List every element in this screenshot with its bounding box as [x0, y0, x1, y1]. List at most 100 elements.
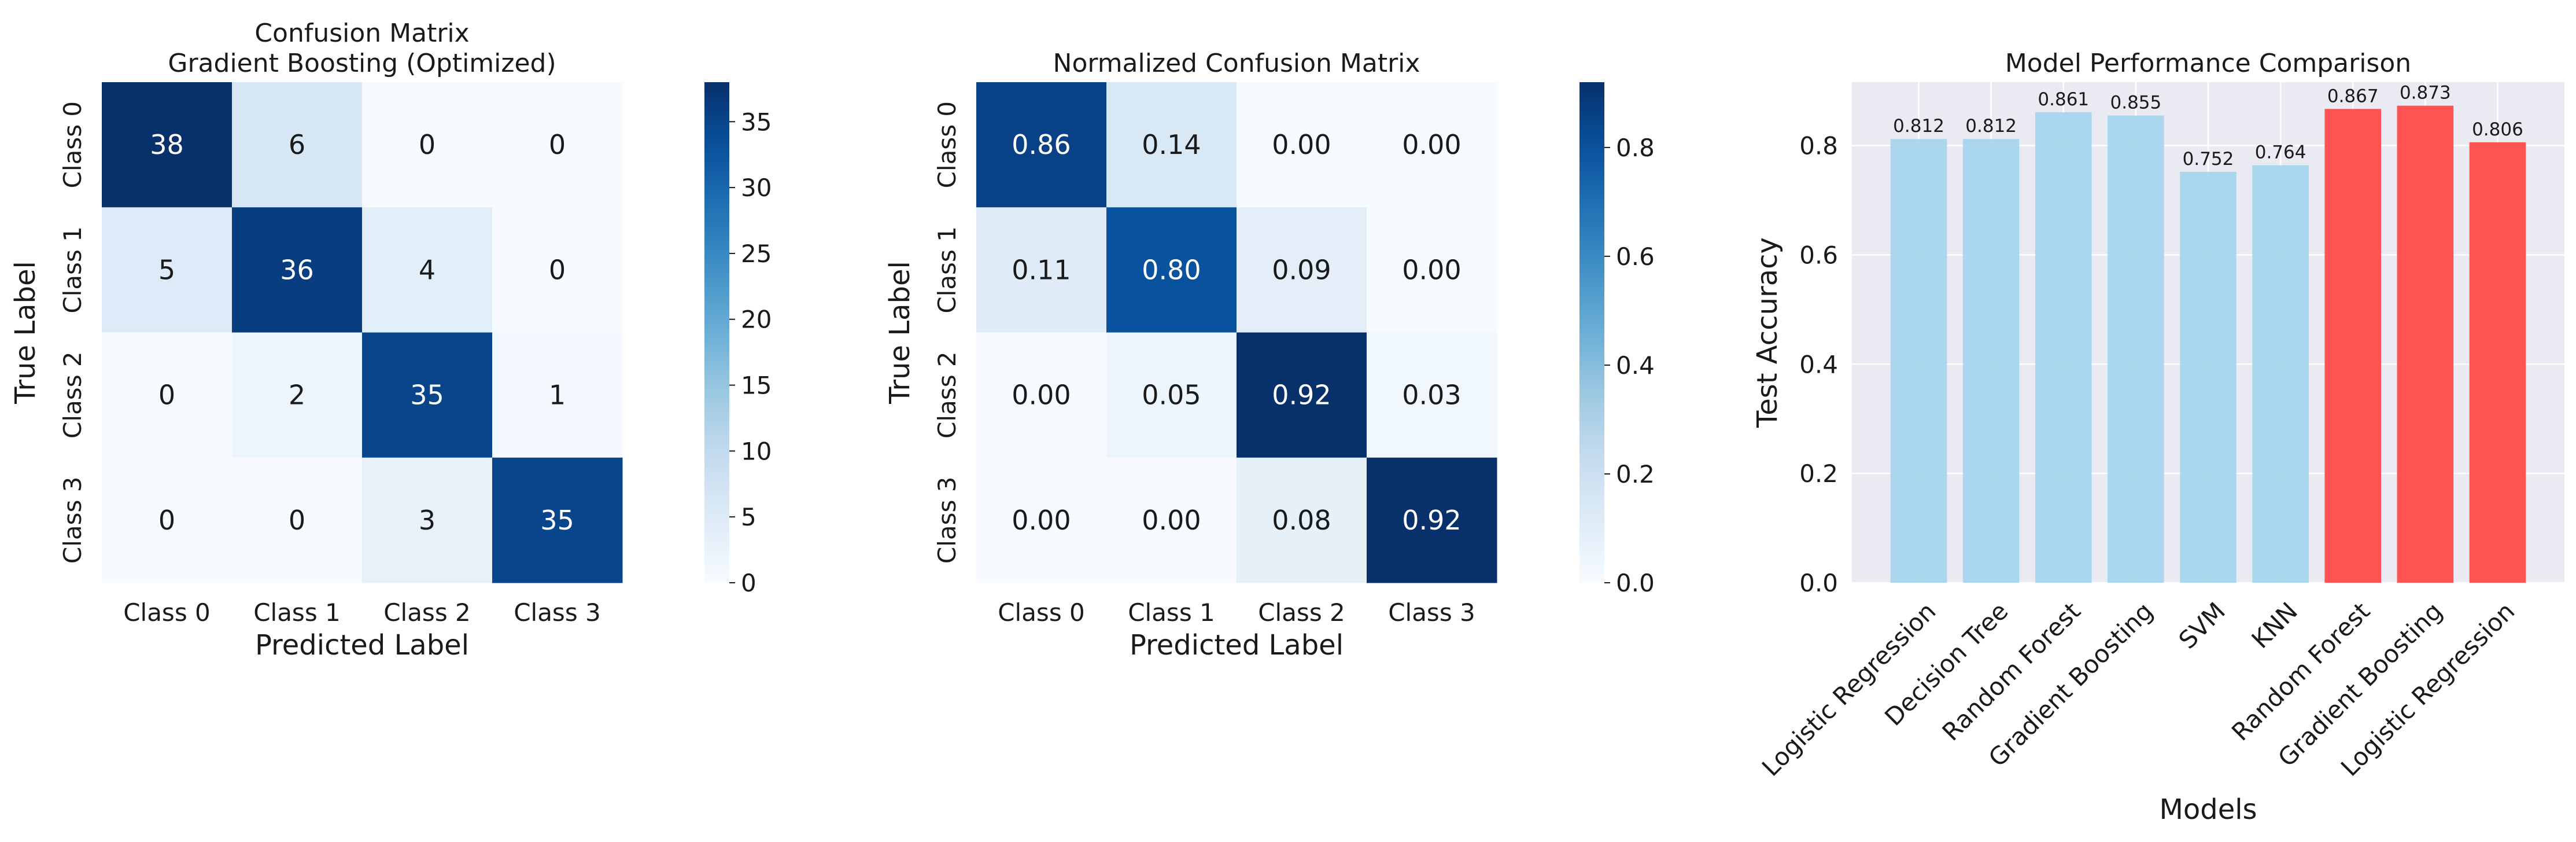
colorbar-tick-label: 0 [741, 569, 756, 597]
heatmap-cell [1106, 457, 1237, 583]
bar-value-label: 0.764 [2255, 142, 2306, 163]
y-tick-label: Class 2 [933, 351, 961, 439]
cell-value-label: 2 [289, 380, 305, 411]
y-axis-label: True Label [9, 261, 42, 405]
heatmap-cell [976, 82, 1107, 208]
cell-value-label: 0 [419, 129, 436, 160]
heatmap-cell [1237, 82, 1367, 208]
cell-value-label: 0.00 [1142, 505, 1201, 536]
heatmap-cell [1106, 82, 1237, 208]
heatmap-cell [362, 332, 493, 458]
cell-value-label: 0 [158, 380, 175, 411]
colorbar-tick-label: 20 [741, 306, 772, 334]
x-tick-label: Class 0 [998, 598, 1085, 627]
bar-value-label: 0.873 [2400, 83, 2451, 104]
cell-value-label: 0.00 [1272, 129, 1331, 160]
y-tick-label: 0.2 [1799, 459, 1838, 488]
colorbar [704, 82, 729, 583]
heatmap-cell [976, 332, 1107, 458]
heatmap-cell [492, 207, 623, 333]
heatmap-cell [1106, 207, 1237, 333]
cell-value-label: 35 [540, 505, 574, 536]
cell-value-label: 0.92 [1402, 505, 1461, 536]
cell-value-label: 0.00 [1402, 129, 1461, 160]
bar [2035, 112, 2092, 583]
heatmap-cell [232, 332, 363, 458]
heatmap-cell [362, 82, 493, 208]
cell-value-label: 0.03 [1402, 380, 1461, 411]
y-axis-label: True Label [884, 261, 916, 405]
heatmap-cell [362, 457, 493, 583]
bar [2180, 171, 2237, 583]
x-tick-label: KNN [2246, 597, 2304, 654]
x-axis-label: Predicted Label [255, 629, 469, 661]
bar-value-label: 0.855 [2110, 93, 2162, 113]
heatmap-cell [102, 332, 232, 458]
cell-value-label: 0 [549, 254, 566, 285]
bar [2469, 142, 2526, 583]
bar [1962, 139, 2020, 583]
bar [2397, 105, 2454, 583]
x-tick-label: Class 3 [1388, 598, 1475, 627]
cell-value-label: 36 [280, 254, 314, 285]
bar-value-label: 0.812 [1965, 116, 2017, 137]
chart-title: Normalized Confusion Matrix [1053, 49, 1420, 78]
colorbar-tick-label: 25 [741, 240, 772, 268]
colorbar-tick-label: 0.4 [1616, 351, 1655, 380]
x-tick-label: Class 3 [514, 598, 601, 627]
heatmap-cell [976, 207, 1107, 333]
chart-title: Gradient Boosting (Optimized) [168, 49, 556, 78]
heatmap-cell [1237, 457, 1367, 583]
y-tick-label: Class 1 [933, 226, 961, 314]
colorbar-tick-label: 15 [741, 372, 772, 400]
colorbar-tick-label: 35 [741, 108, 772, 136]
cell-value-label: 0.00 [1012, 505, 1071, 536]
heatmap-cell [232, 457, 363, 583]
cell-value-label: 0.80 [1142, 254, 1201, 285]
heatmap-cell [1367, 82, 1497, 208]
colorbar-tick-label: 30 [741, 174, 772, 202]
cell-value-label: 0.92 [1272, 380, 1331, 411]
heatmap-cell [976, 457, 1107, 583]
heatmap-cell [102, 207, 232, 333]
colorbar-tick-label: 0.8 [1616, 134, 1655, 162]
colorbar [1579, 82, 1604, 583]
y-tick-label: 0.6 [1799, 241, 1838, 269]
heatmap-cell [1237, 207, 1367, 333]
x-tick-label: Class 2 [1258, 598, 1345, 627]
y-tick-label: Class 3 [933, 477, 961, 564]
x-tick-label: Class 1 [253, 598, 341, 627]
heatmap-cell [1367, 457, 1497, 583]
cell-value-label: 0.05 [1142, 380, 1201, 411]
bar [2252, 165, 2309, 583]
heatmap-cell [1367, 332, 1497, 458]
heatmap-cell [232, 82, 363, 208]
heatmap-cell [1106, 332, 1237, 458]
cell-value-label: 0.00 [1012, 380, 1071, 411]
colorbar-tick-label: 0.2 [1616, 460, 1655, 488]
cell-value-label: 4 [419, 254, 436, 285]
cell-value-label: 0.00 [1402, 254, 1461, 285]
heatmap-cell [232, 207, 363, 333]
chart-title: Confusion Matrix [254, 19, 469, 48]
colorbar-tick-label: 0.6 [1616, 242, 1655, 271]
y-tick-label: Class 0 [58, 101, 87, 189]
cell-value-label: 0.14 [1142, 129, 1201, 160]
cell-value-label: 0 [549, 129, 566, 160]
cell-value-label: 38 [150, 129, 184, 160]
heatmap-cell [102, 457, 232, 583]
heatmap-cell [492, 332, 623, 458]
normalized-confusion-matrix-panel: Normalized Confusion Matrix 0.86 0.14 0.00 0… [884, 49, 1655, 661]
bar [2324, 109, 2382, 583]
x-tick-label: Decision Tree [1879, 597, 2013, 731]
cell-value-label: 1 [549, 380, 566, 411]
colorbar-tick-label: 10 [741, 437, 772, 465]
bar-value-label: 0.867 [2327, 86, 2379, 106]
cell-value-label: 0.86 [1012, 129, 1071, 160]
y-tick-label: 0.4 [1799, 350, 1838, 378]
cell-value-label: 0.09 [1272, 254, 1331, 285]
model-comparison-panel: Model Performance Comparison 0.0 0.2 0.4 0.6… [1751, 49, 2564, 826]
colorbar-tick-label: 5 [741, 503, 756, 531]
